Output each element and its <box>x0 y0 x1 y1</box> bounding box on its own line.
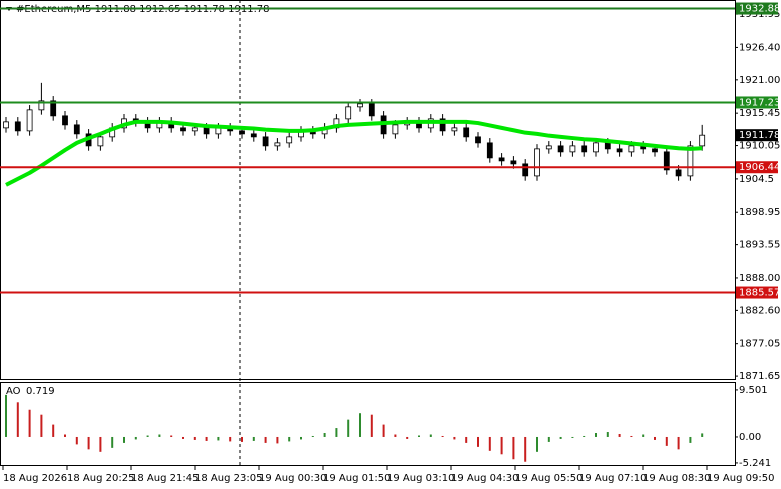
x-tick-label: 19 Aug 03:10 <box>387 473 454 484</box>
y-tick-label: 1871.65 <box>739 371 780 382</box>
candle-body <box>392 124 399 135</box>
y-tick-label: 1910.05 <box>739 141 780 152</box>
indicator-value: 0.719 <box>26 386 55 397</box>
candle-body <box>522 163 529 177</box>
candle-body <box>675 169 682 177</box>
level-label-box <box>736 96 778 109</box>
candle-body <box>486 142 493 159</box>
y-tick-label: -5.241 <box>739 458 771 469</box>
y-tick-label: 1877.05 <box>739 339 780 350</box>
y-tick-label: 9.501 <box>739 385 768 396</box>
y-tick-label: 1888.00 <box>739 273 780 284</box>
candle-body <box>439 118 446 132</box>
price-label: 1911.78 <box>739 130 780 141</box>
indicator-name: AO <box>6 386 21 397</box>
candle-body <box>3 121 9 129</box>
y-tick-label: 1882.60 <box>739 305 780 316</box>
level-label: 1906.44 <box>739 162 780 173</box>
x-tick-label: 19 Aug 05:50 <box>515 473 582 484</box>
x-tick-label: 19 Aug 00:30 <box>259 473 326 484</box>
candle-body <box>534 148 540 177</box>
y-tick-label: 1898.95 <box>739 207 780 218</box>
level-label: 1932.88 <box>739 4 780 15</box>
candle-body <box>97 136 104 147</box>
candle-body <box>475 136 481 144</box>
level-label-box <box>736 161 778 174</box>
x-tick-label: 18 Aug 2026 <box>3 473 67 484</box>
candle-body <box>62 115 68 126</box>
candle-body <box>451 127 458 132</box>
candle-body <box>463 127 470 138</box>
candle-body <box>50 100 57 117</box>
candle-body <box>581 145 588 153</box>
candle-body <box>699 134 706 147</box>
moving-average <box>5 119 703 187</box>
candle-body <box>180 127 186 132</box>
y-tick-label: 0.00 <box>739 432 761 443</box>
candle-body <box>498 157 505 162</box>
candle-body <box>687 145 694 177</box>
candle-body <box>663 151 670 171</box>
candle-body <box>593 142 599 153</box>
price-label-box <box>736 129 778 142</box>
y-tick-label: 1904.5 <box>739 174 774 185</box>
candle-body <box>250 133 257 138</box>
candle-body <box>26 109 33 132</box>
x-tick-label: 18 Aug 20:25 <box>67 473 134 484</box>
y-tick-label: 1915.45 <box>739 108 780 119</box>
candle-body <box>203 127 210 135</box>
candle-body <box>14 121 21 132</box>
y-tick-label: 1921.00 <box>739 75 780 86</box>
candle-body <box>73 124 80 135</box>
level-label: 1885.57 <box>739 288 780 299</box>
candle-body <box>616 148 623 153</box>
candle-body <box>191 127 198 132</box>
candle-body <box>652 148 658 153</box>
level-label-box <box>736 286 778 299</box>
x-tick-label: 19 Aug 08:30 <box>643 473 710 484</box>
candle-body <box>215 127 222 135</box>
x-tick-label: 19 Aug 07:10 <box>579 473 646 484</box>
candle-body <box>262 136 269 147</box>
y-tick-label: 1926.40 <box>739 42 780 53</box>
candle-body <box>569 145 576 153</box>
candle-body <box>604 142 611 150</box>
x-tick-label: 19 Aug 09:50 <box>707 473 774 484</box>
x-tick-label: 18 Aug 21:45 <box>131 473 198 484</box>
level-label-box <box>736 2 778 15</box>
y-tick-label: 1893.55 <box>739 240 780 251</box>
y-tick-label: 1931.95 <box>739 9 780 20</box>
candle-body <box>510 160 517 165</box>
candle-body <box>286 136 293 144</box>
candle-body <box>545 145 552 150</box>
indicator-panel <box>0 382 736 466</box>
candle-body <box>357 103 363 108</box>
main-panel <box>0 0 736 380</box>
x-tick-label: 18 Aug 23:05 <box>195 473 262 484</box>
candle-body <box>345 106 352 120</box>
candle-body <box>557 145 564 153</box>
x-tick-label: 19 Aug 04:30 <box>451 473 518 484</box>
x-tick-label: 19 Aug 01:50 <box>323 473 390 484</box>
candle-body <box>368 103 375 117</box>
candle-body <box>274 142 281 147</box>
candle-body <box>239 130 245 135</box>
candle-body <box>38 100 45 111</box>
candle-body <box>628 145 635 153</box>
level-label: 1917.23 <box>739 97 780 108</box>
